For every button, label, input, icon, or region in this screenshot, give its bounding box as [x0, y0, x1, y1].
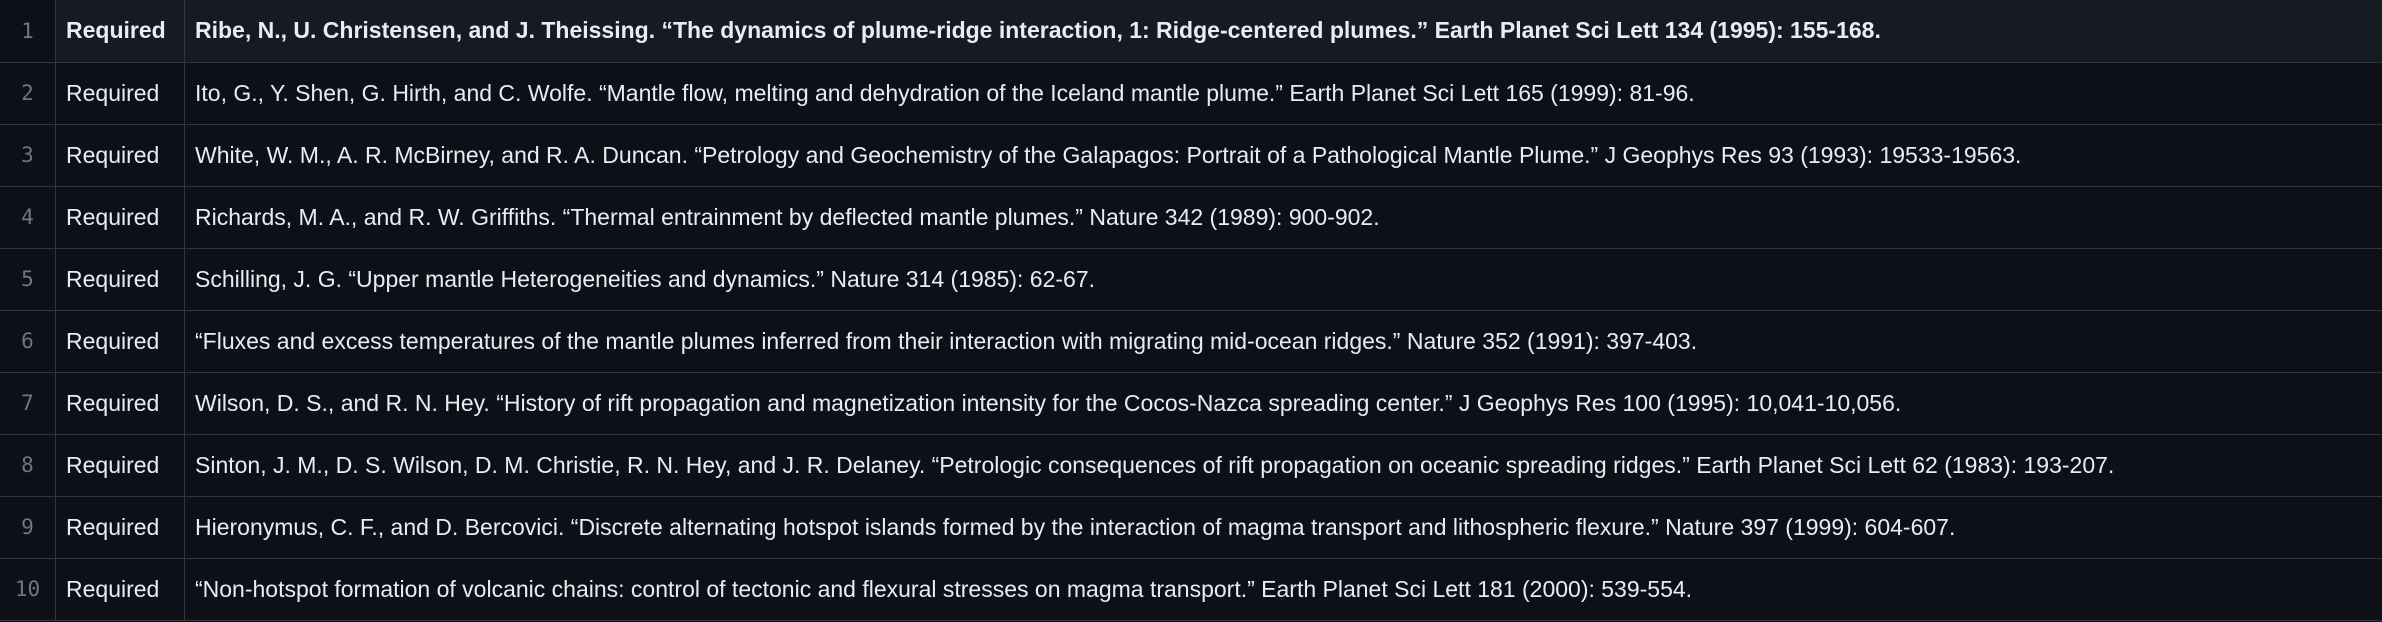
status-cell: Required — [55, 557, 185, 621]
line-number[interactable]: 3 — [0, 123, 56, 187]
status-cell: Required — [55, 61, 185, 125]
table-row: 3 Required White, W. M., A. R. McBirney,… — [0, 123, 2382, 187]
table-row: 10 Required “Non-hotspot formation of vo… — [0, 557, 2382, 621]
status-cell: Required — [55, 309, 185, 373]
status-cell: Required — [55, 371, 185, 435]
status-cell: Required — [55, 495, 185, 559]
table-row: 2 Required Ito, G., Y. Shen, G. Hirth, a… — [0, 61, 2382, 125]
citation-cell: Wilson, D. S., and R. N. Hey. “History o… — [184, 371, 2382, 435]
status-cell: Required — [55, 123, 185, 187]
line-number[interactable]: 4 — [0, 185, 56, 249]
citation-cell: Hieronymus, C. F., and D. Bercovici. “Di… — [184, 495, 2382, 559]
table-row: 9 Required Hieronymus, C. F., and D. Ber… — [0, 495, 2382, 559]
line-number[interactable]: 1 — [0, 0, 56, 63]
status-cell: Required — [55, 247, 185, 311]
table-row-header: 1 Required Ribe, N., U. Christensen, and… — [0, 0, 2382, 63]
citation-cell: Ribe, N., U. Christensen, and J. Theissi… — [184, 0, 2382, 63]
status-cell: Required — [55, 185, 185, 249]
line-number[interactable]: 2 — [0, 61, 56, 125]
line-number[interactable]: 6 — [0, 309, 56, 373]
line-number[interactable]: 10 — [0, 557, 56, 621]
table-row: 5 Required Schilling, J. G. “Upper mantl… — [0, 247, 2382, 311]
line-number[interactable]: 9 — [0, 495, 56, 559]
status-cell: Required — [55, 0, 185, 63]
line-number[interactable]: 5 — [0, 247, 56, 311]
status-cell: Required — [55, 433, 185, 497]
line-number[interactable]: 8 — [0, 433, 56, 497]
table-row: 7 Required Wilson, D. S., and R. N. Hey.… — [0, 371, 2382, 435]
citation-cell: Ito, G., Y. Shen, G. Hirth, and C. Wolfe… — [184, 61, 2382, 125]
citation-cell: “Non-hotspot formation of volcanic chain… — [184, 557, 2382, 621]
citation-cell: Schilling, J. G. “Upper mantle Heterogen… — [184, 247, 2382, 311]
table-row: 8 Required Sinton, J. M., D. S. Wilson, … — [0, 433, 2382, 497]
line-number[interactable]: 7 — [0, 371, 56, 435]
table-row: 4 Required Richards, M. A., and R. W. Gr… — [0, 185, 2382, 249]
citation-cell: “Fluxes and excess temperatures of the m… — [184, 309, 2382, 373]
citation-cell: Richards, M. A., and R. W. Griffiths. “T… — [184, 185, 2382, 249]
table-row: 6 Required “Fluxes and excess temperatur… — [0, 309, 2382, 373]
citation-cell: Sinton, J. M., D. S. Wilson, D. M. Chris… — [184, 433, 2382, 497]
citation-cell: White, W. M., A. R. McBirney, and R. A. … — [184, 123, 2382, 187]
